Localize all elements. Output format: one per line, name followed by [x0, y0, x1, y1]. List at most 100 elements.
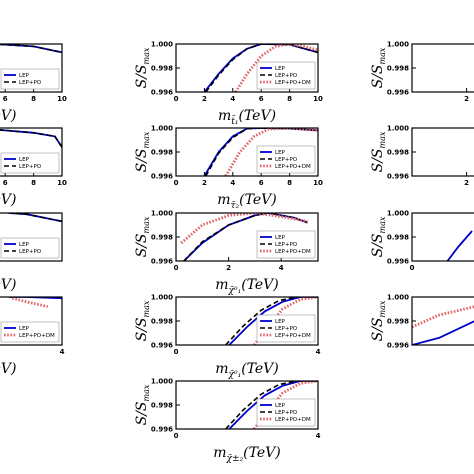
x-tick-label: 10 — [313, 95, 323, 103]
x-axis-label: m(TeV) — [0, 361, 16, 377]
legend-label: LEP+PO — [275, 326, 298, 332]
series-line — [183, 213, 308, 261]
x-tick-label: 8 — [31, 95, 36, 103]
series-line — [228, 297, 318, 345]
x-label-unit: (TeV) — [238, 108, 276, 124]
y-label-sub: max — [142, 216, 151, 233]
x-tick-label: 4 — [230, 95, 235, 103]
x-tick-label: 2 — [464, 95, 469, 103]
y-label-base: S/S — [134, 148, 150, 172]
x-tick-label: 4 — [316, 432, 321, 440]
x-tick-label: 4 — [230, 179, 235, 187]
plot-frame — [411, 296, 474, 346]
x-label-sub: τ̃₂ — [231, 200, 240, 211]
plot-frame — [0, 212, 63, 262]
x-tick-label: 10 — [57, 179, 67, 187]
panel: 0.996 0.998 1.000 2 S/Smax — [370, 125, 474, 187]
y-axis-label: S/Smax — [134, 216, 151, 257]
series-line — [205, 128, 318, 176]
x-tick-label: 0 — [174, 264, 179, 272]
panel: 0.996 0.998 1.000 0 2 4 6 8 10 LEPLEP+POLEP+PO+DM… — [134, 125, 323, 212]
legend-label: LEP — [19, 73, 30, 79]
x-label-unit: (TeV) — [243, 445, 281, 461]
x-tick-label: 6 — [3, 179, 8, 187]
y-tick-label: 0.998 — [387, 149, 409, 157]
legend-box — [0, 237, 60, 259]
y-axis-label: S/Smax — [134, 384, 151, 425]
y-label-sub: max — [378, 131, 387, 148]
y-axis-label: S/Smax — [370, 47, 387, 88]
x-tick-label: 8 — [287, 95, 292, 103]
panel: 0.996 0.998 1.000 2 S/Smax — [370, 41, 474, 103]
series-line — [225, 297, 318, 345]
y-tick-label: 1.000 — [387, 41, 409, 49]
x-label-unit: (TeV) — [0, 277, 16, 293]
y-tick-label: 1.000 — [151, 294, 173, 302]
series-line — [234, 44, 318, 92]
plot-frame — [0, 296, 63, 346]
legend-label: LEP — [275, 403, 286, 409]
legend-label: LEP — [275, 235, 286, 241]
y-label-base: S/S — [370, 64, 386, 88]
legend-box — [256, 398, 316, 427]
x-axis-label: mχ̃⁰₁(TeV) — [215, 277, 279, 296]
x-label-sub: χ̃⁰₁ — [228, 285, 242, 296]
plot-frame — [411, 127, 474, 177]
y-label-sub: max — [142, 47, 151, 64]
x-label-sub: χ̃±₂ — [226, 453, 244, 464]
series-line — [253, 297, 318, 345]
legend-label: LEP — [275, 150, 286, 156]
y-tick-label: 0.996 — [387, 89, 409, 97]
y-axis-label: S/Smax — [370, 131, 387, 172]
y-label-base: S/S — [370, 148, 386, 172]
series-line — [0, 44, 62, 54]
y-tick-label: 0.996 — [151, 426, 173, 434]
series-line — [8, 213, 62, 223]
y-label-base: S/S — [370, 233, 386, 257]
y-axis-label: S/Smax — [370, 300, 387, 341]
x-tick-label: 10 — [313, 179, 323, 187]
y-tick-label: 0.998 — [387, 234, 409, 242]
panel: 0.996 0.998 1.000 0 2 4 6 8 10 LEPLEP+POLEP+PO+DM… — [134, 41, 323, 128]
legend-label: LEP+PO — [19, 80, 42, 86]
series-line — [0, 129, 62, 148]
x-label-base: m — [215, 361, 228, 377]
y-axis-label: S/Smax — [134, 300, 151, 341]
y-tick-label: 1.000 — [151, 41, 173, 49]
x-label-base: m — [217, 192, 230, 208]
y-tick-label: 1.000 — [387, 294, 409, 302]
series-line — [180, 213, 308, 245]
plot-frame — [411, 43, 474, 93]
legend-label: LEP+PO+DM — [275, 80, 311, 86]
legend-label: LEP+PO+DM — [275, 249, 311, 255]
y-tick-label: 0.998 — [151, 318, 173, 326]
x-tick-label: 2 — [464, 179, 469, 187]
y-tick-label: 1.000 — [151, 378, 173, 386]
x-label-sub: t̃₁ — [231, 114, 238, 127]
x-label-unit: (TeV) — [0, 108, 16, 124]
x-axis-label: mt̃₁(TeV) — [218, 108, 276, 127]
y-axis-label: S/Smax — [370, 216, 387, 257]
legend-label: LEP+PO — [19, 164, 42, 170]
x-axis-label: mτ̃₂(TeV) — [217, 192, 276, 211]
legend-label: LEP — [275, 319, 286, 325]
series-line — [225, 381, 318, 429]
series-line — [205, 44, 318, 92]
legend-box — [0, 152, 60, 174]
x-tick-label: 0 — [174, 95, 179, 103]
legend-label: LEP+PO — [275, 242, 298, 248]
x-tick-label: 4 — [60, 348, 65, 356]
y-label-sub: max — [378, 216, 387, 233]
legend-label: LEP+PO — [275, 157, 298, 163]
y-label-base: S/S — [134, 317, 150, 341]
y-tick-label: 1.000 — [151, 210, 173, 218]
series-line — [253, 381, 318, 429]
x-label-sub: χ̃⁰₁ — [228, 369, 242, 380]
x-tick-label: 6 — [3, 95, 8, 103]
legend-box — [0, 321, 60, 343]
y-label-sub: max — [378, 47, 387, 64]
